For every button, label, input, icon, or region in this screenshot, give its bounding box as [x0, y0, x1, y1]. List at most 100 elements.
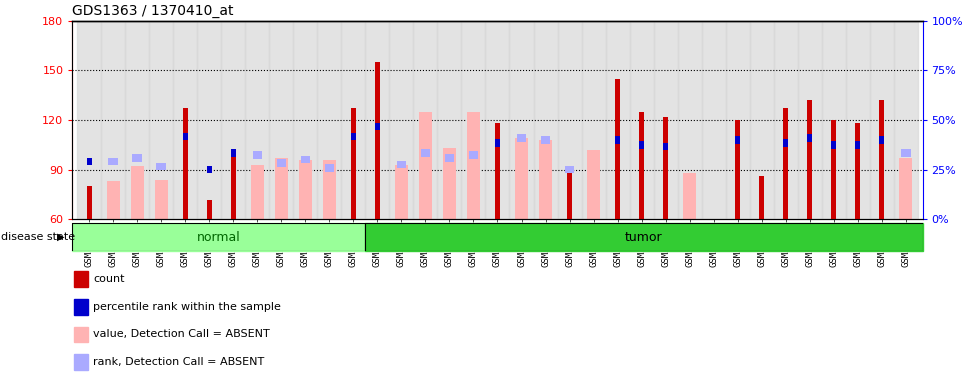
Bar — [274, 158, 288, 219]
Bar — [541, 136, 551, 144]
Bar — [663, 117, 668, 219]
Bar — [419, 112, 432, 219]
Bar — [420, 149, 430, 157]
Bar — [515, 138, 528, 219]
Bar — [183, 108, 188, 219]
Bar — [807, 135, 812, 142]
Bar — [879, 100, 884, 219]
Text: ▶: ▶ — [57, 232, 65, 242]
Bar — [567, 173, 572, 219]
Bar — [467, 112, 480, 219]
Text: rank, Detection Call = ABSENT: rank, Detection Call = ABSENT — [94, 357, 265, 367]
Bar — [822, 21, 845, 219]
Bar — [132, 154, 142, 162]
Bar — [231, 153, 236, 219]
Bar — [798, 21, 822, 219]
Bar — [173, 21, 197, 219]
Bar — [901, 149, 911, 157]
Bar — [74, 327, 88, 342]
Bar — [300, 156, 310, 164]
Bar — [701, 21, 725, 219]
Bar — [486, 21, 509, 219]
Bar — [855, 141, 861, 148]
Bar — [469, 151, 478, 159]
Bar — [509, 21, 533, 219]
Bar — [87, 186, 92, 219]
Bar — [495, 140, 500, 147]
Bar — [735, 136, 740, 144]
Bar — [444, 154, 454, 162]
Bar — [462, 21, 486, 219]
Bar — [77, 21, 101, 219]
Bar — [413, 21, 438, 219]
Bar — [807, 100, 812, 219]
Bar — [87, 158, 92, 165]
Bar — [325, 164, 334, 172]
Bar — [395, 165, 408, 219]
Bar — [101, 21, 126, 219]
Bar — [615, 136, 620, 144]
Bar — [533, 21, 557, 219]
Bar — [155, 180, 168, 219]
Bar — [855, 123, 861, 219]
Bar — [397, 161, 407, 168]
Bar — [375, 62, 380, 219]
Bar — [587, 150, 600, 219]
Bar — [231, 149, 236, 157]
Bar — [375, 123, 380, 130]
Bar — [750, 21, 774, 219]
Bar — [831, 120, 837, 219]
Bar — [72, 223, 365, 251]
Bar — [683, 173, 696, 219]
Bar — [582, 21, 606, 219]
Bar — [438, 21, 462, 219]
Bar — [639, 141, 644, 148]
Bar — [130, 166, 144, 219]
Bar — [197, 21, 221, 219]
Text: value, Detection Call = ABSENT: value, Detection Call = ABSENT — [94, 330, 270, 339]
Bar — [74, 354, 88, 370]
Bar — [207, 200, 212, 219]
Bar — [725, 21, 750, 219]
Bar — [294, 21, 318, 219]
Text: GDS1363 / 1370410_at: GDS1363 / 1370410_at — [72, 4, 234, 18]
Bar — [774, 21, 798, 219]
Bar — [869, 21, 894, 219]
Bar — [557, 21, 582, 219]
Bar — [221, 21, 245, 219]
Bar — [351, 133, 356, 140]
Bar — [207, 166, 212, 173]
Bar — [106, 181, 120, 219]
Bar — [74, 271, 88, 287]
Bar — [845, 21, 869, 219]
Bar — [783, 140, 788, 147]
Bar — [276, 159, 286, 167]
Bar — [108, 158, 118, 165]
Bar — [677, 21, 701, 219]
Bar — [539, 140, 553, 219]
Bar — [365, 21, 389, 219]
Bar — [252, 151, 262, 159]
Bar — [517, 135, 526, 142]
Bar — [318, 21, 341, 219]
Bar — [298, 160, 312, 219]
Bar — [323, 160, 336, 219]
Bar — [879, 136, 884, 144]
Bar — [245, 21, 270, 219]
Bar — [707, 219, 721, 286]
Bar — [615, 79, 620, 219]
Bar — [150, 21, 173, 219]
Text: tumor: tumor — [625, 231, 663, 244]
Bar — [270, 21, 294, 219]
Text: count: count — [94, 274, 125, 284]
Bar — [442, 148, 456, 219]
Bar — [654, 21, 677, 219]
Bar — [251, 165, 264, 219]
Bar — [156, 163, 166, 170]
Bar — [495, 123, 500, 219]
Bar — [365, 223, 923, 251]
Text: normal: normal — [197, 231, 241, 244]
Bar — [351, 108, 356, 219]
Bar — [565, 166, 575, 173]
Bar — [639, 112, 644, 219]
